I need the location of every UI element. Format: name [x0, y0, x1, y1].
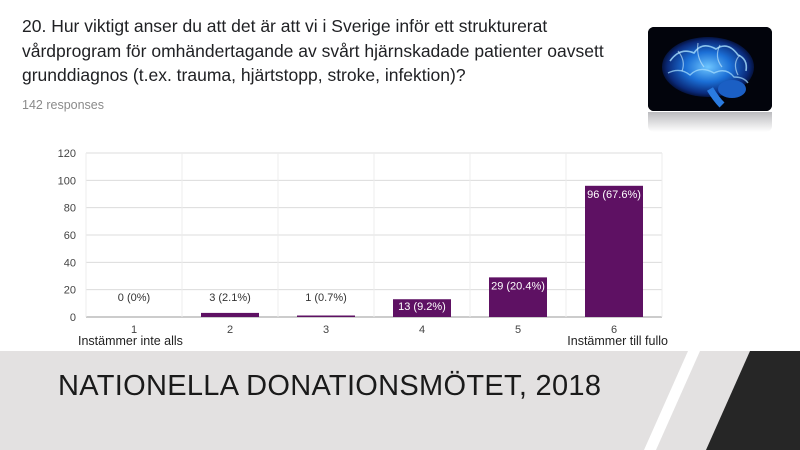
data-label: 96 (67.6%) [587, 189, 641, 201]
footer-title: NATIONELLA DONATIONSMÖTET, 2018 [58, 370, 602, 402]
bar [201, 312, 259, 317]
end-label-low: Instämmer inte alls [78, 334, 183, 348]
y-tick-label: 60 [64, 230, 76, 242]
question-title: 20. Hur viktigt anser du att det är att … [22, 14, 632, 88]
footer-white-stripe [644, 351, 700, 450]
bar [489, 277, 547, 317]
y-tick-label: 0 [70, 312, 76, 324]
bar [393, 299, 451, 317]
end-label-high: Instämmer till fullo [567, 334, 668, 348]
footer-band [0, 351, 800, 450]
question-line-3: grunddiagnos (t.ex. trauma, hjärtstopp, … [22, 65, 466, 85]
x-tick-label: 1 [131, 324, 137, 336]
y-tick-label: 120 [58, 148, 76, 160]
data-label: 1 (0.7%) [305, 292, 347, 304]
data-label: 13 (9.2%) [398, 301, 446, 313]
data-label: 3 (2.1%) [209, 292, 251, 304]
question-line-1: 20. Hur viktigt anser du att det är att … [22, 16, 548, 36]
brain-image-reflection [648, 112, 772, 132]
data-label: 0 (0%) [118, 292, 150, 304]
y-tick-label: 100 [58, 175, 76, 187]
brain-image [648, 27, 772, 111]
x-tick-label: 4 [419, 324, 425, 336]
bar [297, 315, 355, 317]
responses-count: 142 responses [22, 98, 105, 112]
footer-dark-corner [706, 351, 800, 450]
x-tick-label: 2 [227, 324, 233, 336]
x-tick-label: 5 [515, 324, 521, 336]
bar-chart: 0 20 40 60 80 100 120 0 (0%) 1 3 (2.1%) 2 1 (0.7%) 3… [58, 148, 668, 348]
question-line-2: vårdprogram för omhändertagande av svårt… [22, 40, 604, 61]
x-tick-label: 6 [611, 324, 617, 336]
y-tick-label: 20 [64, 285, 76, 297]
x-tick-label: 3 [323, 324, 329, 336]
y-tick-label: 80 [64, 203, 76, 215]
y-tick-label: 40 [64, 257, 76, 269]
data-label: 29 (20.4%) [491, 280, 545, 292]
bar [585, 185, 643, 317]
